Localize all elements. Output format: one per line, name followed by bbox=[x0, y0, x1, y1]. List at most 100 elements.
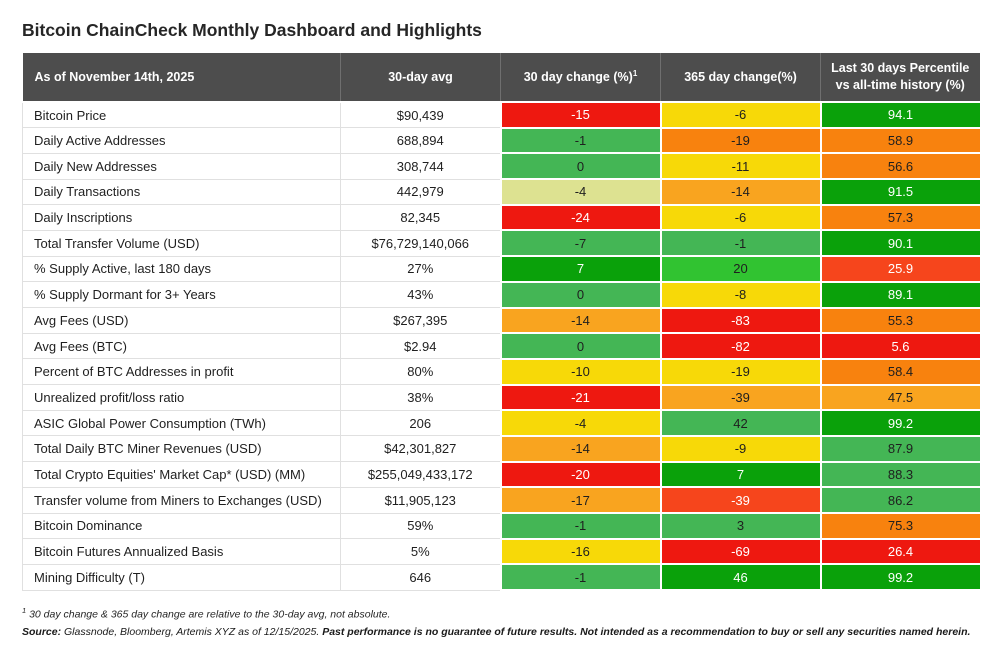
change30-cell: -21 bbox=[499, 384, 661, 412]
table-row: Mining Difficulty (T) 646 -1 46 99.2 bbox=[22, 564, 980, 592]
avg-cell: $76,729,140,066 bbox=[340, 230, 501, 257]
table-row: Bitcoin Futures Annualized Basis 5% -16 … bbox=[22, 538, 980, 566]
percentile-cell: 25.9 bbox=[819, 256, 980, 283]
change30-cell: -16 bbox=[499, 538, 661, 566]
avg-cell: $255,049,433,172 bbox=[340, 461, 501, 488]
metric-cell: Bitcoin Dominance bbox=[22, 513, 341, 540]
percentile-cell: 94.1 bbox=[819, 102, 980, 129]
metric-cell: Daily Transactions bbox=[22, 179, 341, 206]
table-row: Bitcoin Price $90,439 -15 -6 94.1 bbox=[22, 102, 980, 129]
change30-cell: -1 bbox=[499, 513, 661, 540]
avg-cell: 308,744 bbox=[340, 153, 501, 180]
header-30day-change: 30 day change (%)1 bbox=[500, 53, 661, 103]
table-row: Avg Fees (USD) $267,395 -14 -83 55.3 bbox=[22, 307, 980, 335]
change365-cell: -6 bbox=[659, 102, 821, 129]
percentile-cell: 55.3 bbox=[819, 307, 980, 335]
header-30day-avg: 30-day avg bbox=[340, 53, 501, 103]
avg-cell: $11,905,123 bbox=[340, 487, 501, 514]
table-body: Bitcoin Price $90,439 -15 -6 94.1 Daily … bbox=[22, 102, 980, 592]
avg-cell: $90,439 bbox=[340, 102, 501, 129]
avg-cell: 80% bbox=[340, 358, 501, 386]
metric-cell: Daily Inscriptions bbox=[22, 204, 341, 231]
header-footnote-marker: 1 bbox=[632, 68, 638, 78]
percentile-cell: 57.3 bbox=[819, 204, 980, 232]
change30-cell: -1 bbox=[499, 127, 661, 155]
table-row: Avg Fees (BTC) $2.94 0 -82 5.6 bbox=[22, 333, 980, 360]
page-title: Bitcoin ChainCheck Monthly Dashboard and… bbox=[22, 20, 482, 40]
header-365day-change: 365 day change(%) bbox=[660, 53, 821, 103]
change365-cell: 7 bbox=[659, 461, 821, 489]
change365-cell: -9 bbox=[659, 435, 821, 463]
avg-cell: $2.94 bbox=[340, 333, 501, 360]
table-row: Daily Active Addresses 688,894 -1 -19 58… bbox=[22, 127, 980, 155]
change30-cell: -14 bbox=[499, 307, 661, 335]
source-text: Glassnode, Bloomberg, Artemis XYZ as of … bbox=[61, 625, 323, 638]
change30-cell: -10 bbox=[499, 358, 661, 386]
percentile-cell: 87.9 bbox=[819, 435, 980, 463]
percentile-cell: 99.2 bbox=[819, 410, 980, 437]
change30-cell: -4 bbox=[499, 410, 661, 437]
change365-cell: -39 bbox=[659, 384, 821, 412]
percentile-cell: 89.1 bbox=[819, 281, 980, 309]
header-row: As of November 14th, 2025 30-day avg 30 … bbox=[22, 53, 980, 103]
table-row: Daily Inscriptions 82,345 -24 -6 57.3 bbox=[22, 204, 980, 232]
table-row: Transfer volume from Miners to Exchanges… bbox=[22, 487, 980, 514]
change30-cell: -1 bbox=[499, 564, 661, 592]
change365-cell: -6 bbox=[659, 204, 821, 232]
percentile-cell: 5.6 bbox=[819, 333, 980, 360]
change365-cell: -1 bbox=[659, 230, 821, 258]
avg-cell: 5% bbox=[340, 538, 501, 565]
metric-cell: ASIC Global Power Consumption (TWh) bbox=[22, 410, 341, 437]
avg-cell: 688,894 bbox=[340, 127, 501, 154]
change365-cell: -19 bbox=[659, 358, 821, 386]
metric-cell: Transfer volume from Miners to Exchanges… bbox=[22, 487, 341, 514]
change365-cell: -83 bbox=[659, 307, 821, 335]
table-row: Unrealized profit/loss ratio 38% -21 -39… bbox=[22, 384, 980, 412]
metric-cell: Daily New Addresses bbox=[22, 153, 341, 180]
change365-cell: -11 bbox=[659, 153, 821, 181]
metric-cell: Unrealized profit/loss ratio bbox=[22, 384, 341, 411]
table-row: Daily Transactions 442,979 -4 -14 91.5 bbox=[22, 179, 980, 206]
avg-cell: $42,301,827 bbox=[340, 435, 501, 463]
footnote: 1 30 day change & 365 day change are rel… bbox=[22, 604, 981, 622]
avg-cell: $267,395 bbox=[340, 307, 501, 334]
table-row: Total Transfer Volume (USD) $76,729,140,… bbox=[22, 230, 980, 258]
change30-cell: -20 bbox=[499, 461, 661, 489]
change365-cell: -69 bbox=[659, 538, 821, 566]
metric-cell: Percent of BTC Addresses in profit bbox=[22, 358, 341, 386]
change365-cell: -39 bbox=[659, 487, 821, 514]
source-line: Source: Glassnode, Bloomberg, Artemis XY… bbox=[22, 625, 981, 639]
change365-cell: -8 bbox=[659, 281, 821, 309]
table-header: As of November 14th, 2025 30-day avg 30 … bbox=[22, 53, 980, 103]
avg-cell: 206 bbox=[340, 410, 501, 437]
percentile-cell: 99.2 bbox=[819, 564, 980, 592]
percentile-cell: 88.3 bbox=[819, 461, 980, 489]
metric-cell: % Supply Dormant for 3+ Years bbox=[22, 281, 341, 308]
percentile-cell: 58.9 bbox=[819, 127, 980, 155]
change30-cell: -7 bbox=[499, 230, 661, 258]
metric-cell: Total Crypto Equities' Market Cap* (USD)… bbox=[22, 461, 341, 488]
table-row: % Supply Dormant for 3+ Years 43% 0 -8 8… bbox=[22, 281, 980, 309]
table-row: Bitcoin Dominance 59% -1 3 75.3 bbox=[22, 513, 980, 540]
percentile-cell: 58.4 bbox=[819, 358, 980, 386]
percentile-cell: 26.4 bbox=[819, 538, 980, 566]
percentile-cell: 86.2 bbox=[819, 487, 980, 514]
change30-cell: -14 bbox=[499, 435, 661, 463]
metric-cell: Bitcoin Futures Annualized Basis bbox=[22, 538, 341, 565]
change30-cell: -4 bbox=[499, 179, 661, 206]
table-row: ASIC Global Power Consumption (TWh) 206 … bbox=[22, 410, 980, 437]
percentile-cell: 75.3 bbox=[819, 513, 980, 540]
change30-cell: 7 bbox=[499, 256, 661, 283]
change30-cell: 0 bbox=[499, 333, 661, 360]
avg-cell: 43% bbox=[340, 281, 501, 308]
metric-cell: Avg Fees (USD) bbox=[22, 307, 341, 334]
metric-cell: Bitcoin Price bbox=[22, 102, 341, 129]
percentile-cell: 56.6 bbox=[819, 153, 980, 181]
change30-cell: 0 bbox=[499, 281, 661, 309]
avg-cell: 59% bbox=[340, 513, 501, 540]
change365-cell: 3 bbox=[659, 513, 821, 540]
table-row: Daily New Addresses 308,744 0 -11 56.6 bbox=[22, 153, 980, 181]
header-30day-change-label: 30 day change (%) bbox=[523, 69, 633, 84]
change365-cell: -19 bbox=[659, 127, 821, 155]
table-row: % Supply Active, last 180 days 27% 7 20 … bbox=[22, 256, 980, 283]
